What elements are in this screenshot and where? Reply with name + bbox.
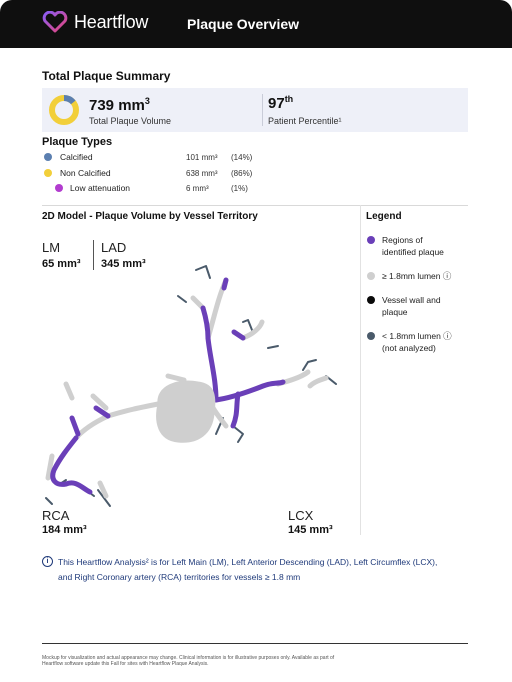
percentile-label: Patient Percentile¹ [268,116,342,126]
lcx-label: LCX [288,508,314,523]
app-header: Heartflow Plaque Overview [0,0,512,48]
percentile-value: 97th [268,94,294,112]
legend-item: < 1.8mm lumen ⓘ (not analyzed) [382,331,452,353]
plaque-donut-icon [49,95,79,125]
lm-value: 65 mm³ [42,258,81,270]
total-volume-label: Total Plaque Volume [89,116,172,126]
plaque-type-pct: (86%) [231,169,253,178]
low-attenuation-dot-icon [55,184,63,192]
legend-item: Vessel wall and plaque [382,295,441,317]
lm-label: LM [42,240,61,255]
summary-box: 739 mm3 Total Plaque Volume 97th Patient… [42,88,468,132]
rca-value: 184 mm³ [42,524,87,536]
plaque-type-name: Calcified [60,152,93,162]
lad-value: 345 mm³ [101,258,146,270]
plaque-type-value: 6 mm³ [186,184,209,193]
small-lumen-legend-icon [367,332,375,340]
model-title: 2D Model - Plaque Volume by Vessel Terri… [42,211,258,222]
summary-title: Total Plaque Summary [42,69,171,83]
plaque-type-value: 101 mm³ [186,153,218,162]
rca-label: RCA [42,508,70,523]
plaque-type-name: Non Calcified [60,168,111,178]
plaque-region-legend-icon [367,236,375,244]
plaque-types-title: Plaque Types [42,136,113,148]
summary-divider [262,94,263,126]
lcx-value: 145 mm³ [288,524,333,536]
legend-item: ≥ 1.8mm lumen ⓘ [382,271,452,281]
non-calcified-dot-icon [44,169,52,177]
info-icon: i [42,556,53,567]
heart-logo-icon [42,11,68,33]
brand-name: Heartflow [74,11,149,32]
footer-divider [42,643,468,644]
vessel-wall-legend-icon [367,296,375,304]
brand-logo[interactable]: Heartflow [42,11,148,33]
footnote: Mockup for visualization and actual appe… [42,655,335,667]
plaque-type-pct: (14%) [231,153,253,162]
plaque-type-value: 638 mm³ [186,169,218,178]
plaque-type-name: Low attenuation [70,183,131,193]
lm-lad-divider [93,240,94,270]
legend-divider [360,205,361,535]
analysis-info-note: i This Heartflow Analysis² is for Left M… [42,555,442,585]
calcified-dot-icon [44,153,52,161]
lad-label: LAD [101,240,127,255]
coronary-tree-diagram [45,265,337,507]
total-volume-value: 739 mm3 [89,96,150,114]
legend-item: Regions of identified plaque [382,235,444,257]
plaque-type-pct: (1%) [231,184,248,193]
info-text: This Heartflow Analysis² is for Left Mai… [58,557,438,582]
large-lumen-legend-icon [367,272,375,280]
section-divider [42,205,468,206]
legend-title: Legend [366,211,402,222]
page-title: Plaque Overview [187,16,300,32]
